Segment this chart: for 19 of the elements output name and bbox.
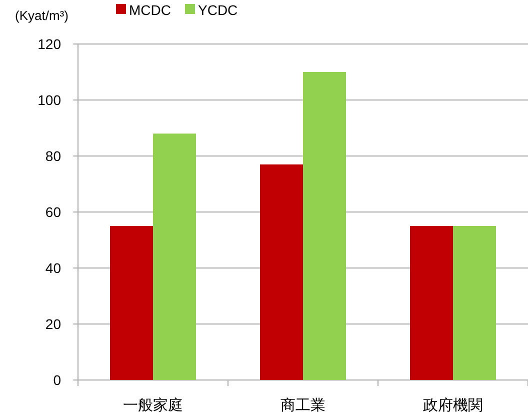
bar [260,164,303,380]
x-tick-label: 商工業 [280,397,326,414]
y-axis-title: (Kyat/m³) [15,8,68,23]
legend-label: MCDC [129,2,171,18]
legend-label: YCDC [198,2,238,18]
x-tick-label: 政府機関 [423,397,483,414]
y-tick-label: 40 [45,260,62,276]
y-tick-label: 80 [45,148,62,164]
y-tick-label: 60 [45,204,62,220]
y-tick-label: 0 [53,372,62,388]
y-tick-label: 100 [38,92,62,108]
y-tick-label: 120 [38,36,62,52]
x-tick-label: 一般家庭 [123,397,183,414]
bar [453,226,496,380]
y-tick-label: 20 [45,316,62,332]
bar [410,226,453,380]
bar [303,72,346,380]
bar [110,226,153,380]
bar [153,134,196,380]
